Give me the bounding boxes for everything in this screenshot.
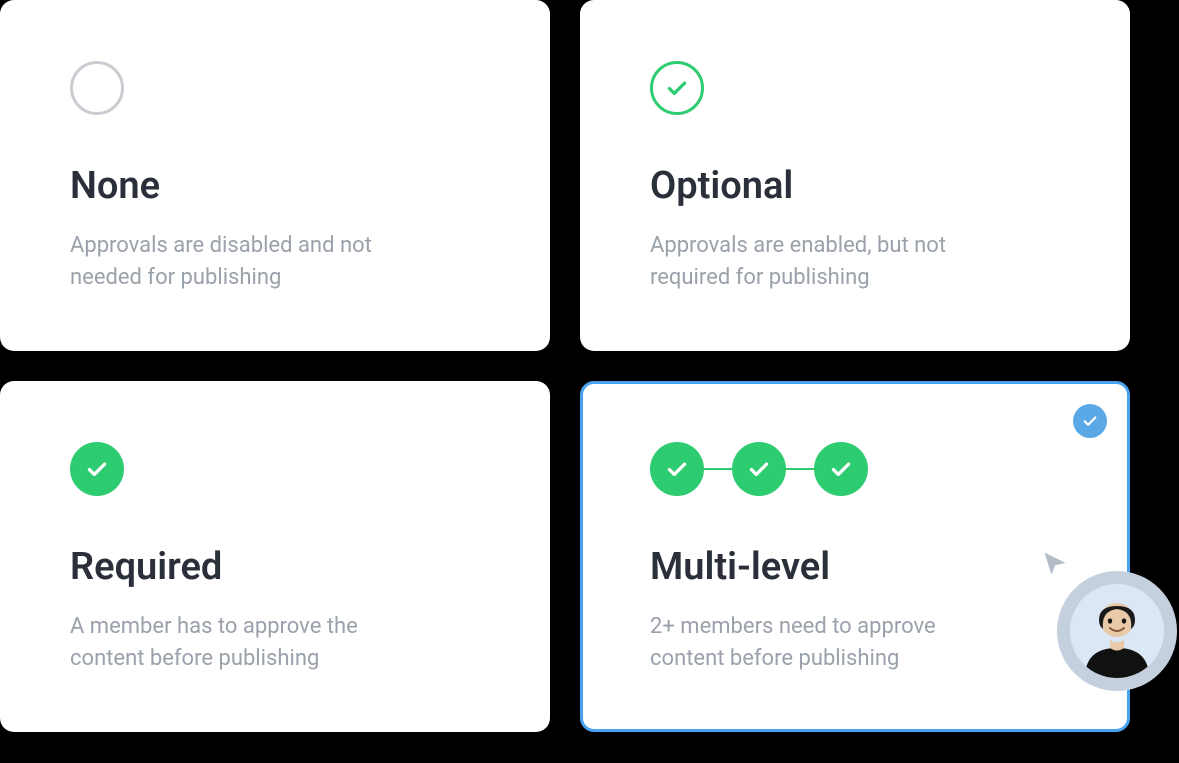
check-circle-solid-icon: [814, 442, 868, 496]
option-card-required[interactable]: Required A member has to approve the con…: [0, 381, 550, 732]
option-description: A member has to approve the content befo…: [70, 611, 430, 675]
option-title: Optional: [650, 164, 1060, 208]
option-title: Required: [70, 545, 480, 589]
step-connector: [704, 468, 732, 470]
option-title: Multi-level: [650, 545, 1060, 589]
check-circle-solid-icon: [70, 442, 124, 496]
option-icon-none: [70, 60, 480, 116]
check-circle-solid-icon: [650, 442, 704, 496]
option-description: Approvals are enabled, but not required …: [650, 230, 1010, 294]
collaborator-cursor: [1057, 571, 1177, 691]
option-card-none[interactable]: None Approvals are disabled and not need…: [0, 0, 550, 351]
option-description: 2+ members need to approve content befor…: [650, 611, 1010, 675]
option-title: None: [70, 164, 480, 208]
option-icon-multi-level: [650, 441, 1060, 497]
selected-badge-icon: [1073, 404, 1107, 438]
option-description: Approvals are disabled and not needed fo…: [70, 230, 430, 294]
avatar-ring: [1057, 571, 1177, 691]
step-connector: [786, 468, 814, 470]
option-card-optional[interactable]: Optional Approvals are enabled, but not …: [580, 0, 1130, 351]
cursor-pointer-icon: [1041, 549, 1069, 577]
check-circle-solid-icon: [732, 442, 786, 496]
approval-options-grid: None Approvals are disabled and not need…: [0, 0, 1130, 732]
empty-circle-icon: [70, 61, 124, 115]
avatar: [1070, 584, 1164, 678]
option-icon-optional: [650, 60, 1060, 116]
option-icon-required: [70, 441, 480, 497]
check-circle-outline-icon: [650, 61, 704, 115]
